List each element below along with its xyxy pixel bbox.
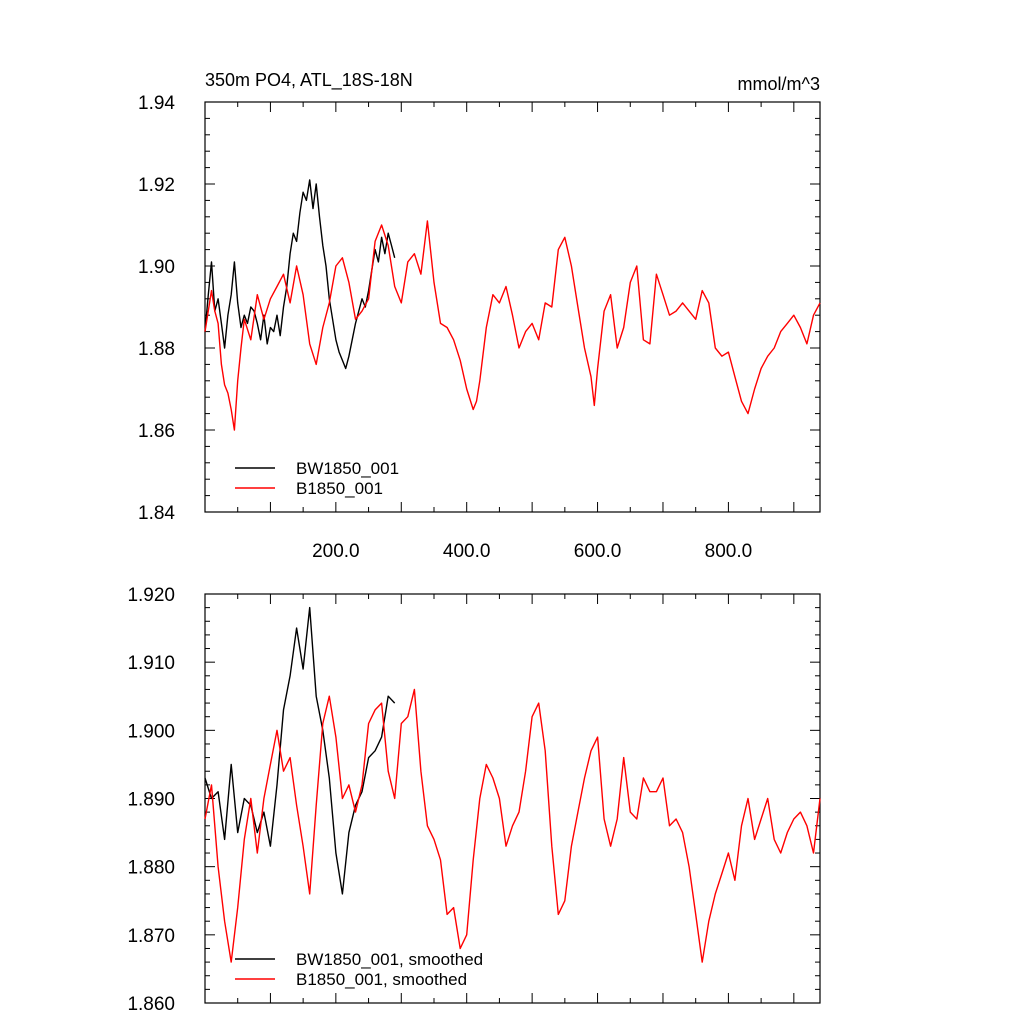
y-tick-label: 1.900 — [127, 721, 175, 742]
legend-label: B1850_001, smoothed — [296, 970, 467, 989]
series-line-b1850-001 — [204, 220, 821, 431]
legend-label: B1850_001 — [296, 479, 383, 498]
units-label: mmol/m^3 — [738, 74, 820, 94]
x-tick-label: 800.0 — [705, 541, 753, 562]
y-tick-label: 1.94 — [138, 93, 175, 114]
plot-frame — [204, 593, 821, 1004]
chart-panel-2: 1.860 1.870 1.880 1.890 1.900 1.910 1.920 BW185… — [127, 585, 821, 1015]
legend-label: BW1850_001, smoothed — [296, 950, 483, 969]
plot-frame — [204, 101, 821, 513]
y-tick-label: 1.880 — [127, 858, 175, 879]
chart-panel-1: 1.84 1.86 1.88 1.90 1.92 1.94 200.0 400.0 600.0 8… — [138, 70, 821, 562]
series-line-b1850-001-smoothed — [204, 688, 821, 963]
x-tick-label: 600.0 — [574, 541, 622, 562]
y-tick-label: 1.920 — [127, 585, 175, 606]
series-line-bw1850-001 — [204, 179, 396, 370]
y-tick-label: 1.890 — [127, 790, 175, 811]
y-tick-label: 1.92 — [138, 175, 175, 196]
x-tick-label: 200.0 — [312, 541, 360, 562]
y-tick-label: 1.910 — [127, 653, 175, 674]
y-tick-label: 1.88 — [138, 339, 175, 360]
series-line-bw1850-001-smoothed — [204, 606, 396, 895]
y-tick-label: 1.84 — [138, 503, 175, 524]
y-tick-label: 1.86 — [138, 421, 175, 442]
legend-label: BW1850_001 — [296, 459, 399, 478]
y-tick-label: 1.870 — [127, 926, 175, 947]
y-tick-label: 1.90 — [138, 257, 175, 278]
x-tick-label: 400.0 — [443, 541, 491, 562]
chart-title: 350m PO4, ATL_18S-18N — [205, 70, 413, 91]
y-tick-label: 1.860 — [127, 994, 175, 1015]
